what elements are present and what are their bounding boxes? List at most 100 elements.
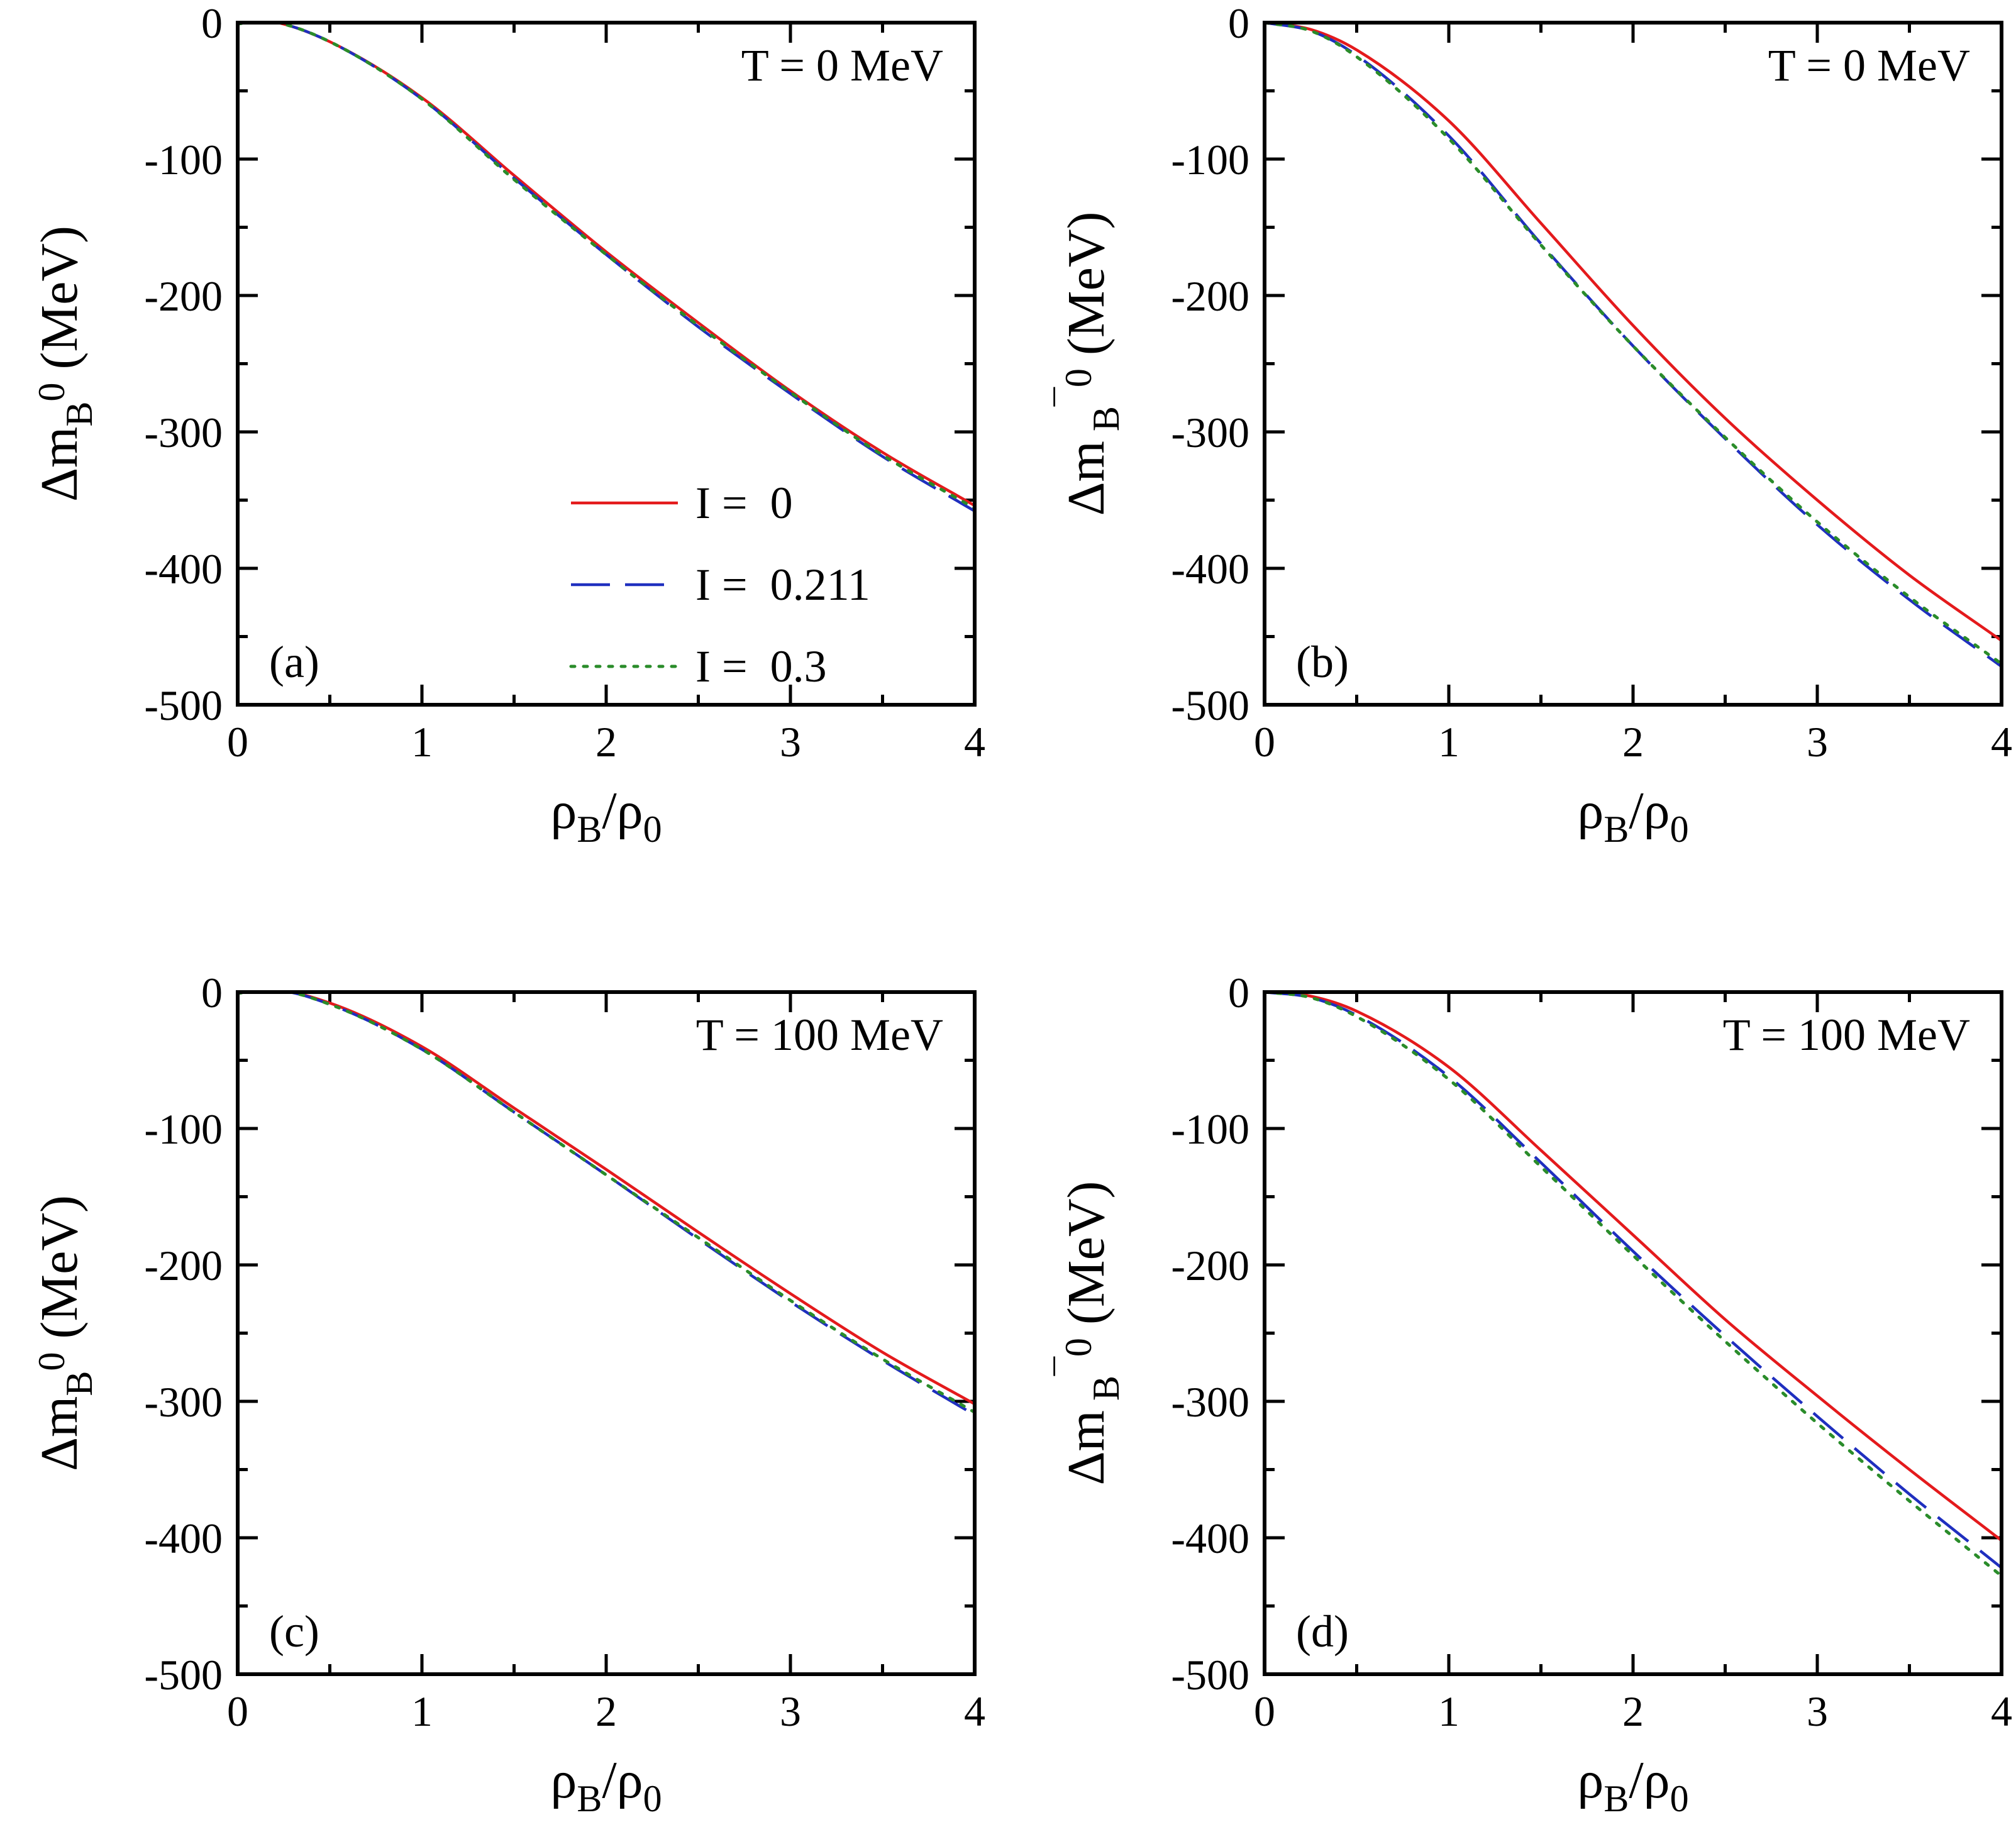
panel-label: (d) — [1296, 1606, 1349, 1657]
y-tick-label: -400 — [144, 545, 223, 593]
plot-frame — [1263, 990, 2003, 1676]
y-tick-label: -400 — [1171, 545, 1249, 593]
y-axis-title-sub: B — [1085, 406, 1127, 441]
y-axis-title-delta-m: Δm — [1057, 441, 1116, 516]
panel-label: (a) — [269, 637, 319, 687]
y-tick-label: -100 — [1171, 136, 1249, 184]
y-axis-title-delta-m: Δm — [30, 427, 89, 502]
y-axis-title-sup: 0 — [1058, 1338, 1099, 1357]
x-tick-label: 0 — [227, 718, 248, 766]
y-tick-label: -500 — [144, 1651, 223, 1699]
x-tick-label: 3 — [780, 1687, 801, 1735]
x-tick-label: 3 — [1807, 1687, 1828, 1735]
y-axis-title-sub: B — [58, 402, 100, 427]
x-tick-label: 1 — [411, 1687, 433, 1735]
y-axis-title-unit: (MeV) — [30, 1195, 89, 1352]
x-axis-title-denom-sub: 0 — [643, 808, 662, 850]
x-tick-label: 1 — [411, 718, 433, 766]
y-tick-label: -300 — [144, 1378, 223, 1426]
y-axis-title: Δm B¯0 (MeV) — [1049, 1181, 1127, 1486]
x-tick-label: 2 — [1622, 718, 1644, 766]
y-axis-title-bar: ¯ — [1049, 387, 1090, 407]
y-axis-title: Δm B¯0 (MeV) — [1049, 212, 1127, 516]
y-tick-label: -500 — [1171, 681, 1249, 729]
series-line — [1265, 992, 2002, 1542]
x-tick-label: 1 — [1438, 1687, 1459, 1735]
series-line — [1265, 23, 2002, 668]
x-tick-label: 0 — [1254, 1687, 1275, 1735]
y-axis-title: ΔmB0 (MeV) — [30, 226, 100, 502]
series-line — [238, 992, 975, 1406]
y-tick-label: -200 — [1171, 1242, 1249, 1289]
y-axis-title-text: ΔmB0 (MeV) — [30, 226, 100, 502]
panel-label: (b) — [1296, 637, 1349, 687]
x-axis-title-rho: ρ — [550, 781, 577, 840]
x-tick-label: 4 — [1991, 1687, 2012, 1735]
x-axis-title-denom-sub: 0 — [643, 1778, 662, 1819]
y-tick-label: 0 — [1228, 969, 1249, 1017]
y-tick-label: -500 — [1171, 1651, 1249, 1699]
temperature-annotation: T = 0 MeV — [1768, 40, 1970, 91]
y-axis-title-text: Δm B¯0 (MeV) — [1049, 212, 1127, 516]
x-tick-label: 3 — [780, 718, 801, 766]
x-axis-title: ρB/ρ0 — [550, 1751, 662, 1819]
y-tick-label: 0 — [201, 0, 223, 47]
legend-label: I = 0.3 — [695, 641, 827, 692]
x-axis-title-sub: B — [577, 808, 602, 850]
axis-ticks — [1263, 990, 2003, 1676]
y-axis-title-delta-m: Δm — [1057, 1410, 1116, 1485]
y-axis-title-sub: B — [58, 1371, 100, 1396]
plot-frame — [236, 21, 977, 707]
x-axis-title-sub: B — [1603, 808, 1629, 850]
y-axis-title-unit: (MeV) — [30, 226, 89, 383]
y-axis-title-unit: (MeV) — [1057, 1181, 1116, 1338]
legend: I = 0 I = 0.211 I = 0.3 — [569, 478, 870, 692]
x-tick-label: 2 — [595, 1687, 617, 1735]
y-tick-label: -200 — [144, 272, 223, 320]
x-axis-title: ρB/ρ0 — [1577, 1751, 1688, 1819]
legend-label: I = 0.211 — [695, 560, 870, 610]
x-axis-title-rho: ρ — [1577, 1751, 1603, 1809]
y-tick-label: -400 — [1171, 1515, 1249, 1562]
x-axis-title-sub: B — [577, 1778, 602, 1819]
y-tick-label: -200 — [144, 1242, 223, 1289]
y-tick-label: -100 — [144, 1105, 223, 1153]
y-axis-title-bar: ¯ — [1049, 1356, 1090, 1376]
x-axis-title-rho: ρ — [1577, 781, 1603, 840]
plot-frame — [236, 990, 977, 1676]
y-tick-label: -300 — [1171, 409, 1249, 456]
y-tick-label: -300 — [1171, 1378, 1249, 1426]
x-axis-title-denom: /ρ — [602, 1751, 643, 1809]
x-tick-label: 0 — [227, 1687, 248, 1735]
x-tick-label: 2 — [1622, 1687, 1644, 1735]
y-axis-title-text: ΔmB0 (MeV) — [30, 1195, 100, 1471]
x-axis-title-denom: /ρ — [602, 781, 643, 840]
x-axis-title-rho: ρ — [550, 1751, 577, 1809]
y-axis-title-sup: 0 — [31, 383, 72, 402]
x-axis-title: ρB/ρ0 — [550, 781, 662, 850]
y-tick-label: 0 — [1228, 0, 1249, 47]
x-tick-label: 2 — [595, 718, 617, 766]
axis-ticks — [236, 990, 977, 1676]
series-line — [1265, 992, 2002, 1578]
y-tick-label: -200 — [1171, 272, 1249, 320]
y-axis-title-unit: (MeV) — [1057, 212, 1116, 369]
x-tick-label: 0 — [1254, 718, 1275, 766]
y-axis-title: ΔmB0 (MeV) — [30, 1195, 100, 1471]
x-tick-label: 4 — [964, 718, 985, 766]
x-tick-label: 4 — [964, 1687, 985, 1735]
temperature-annotation: T = 0 MeV — [741, 40, 943, 91]
x-axis-title-denom: /ρ — [1629, 1751, 1670, 1809]
plot-frame — [1263, 21, 2003, 707]
x-tick-label: 1 — [1438, 718, 1459, 766]
series-line — [238, 23, 975, 507]
axis-ticks — [1263, 21, 2003, 707]
x-tick-label: 4 — [1991, 718, 2012, 766]
y-tick-label: -300 — [144, 409, 223, 456]
panel-label: (c) — [269, 1606, 319, 1657]
